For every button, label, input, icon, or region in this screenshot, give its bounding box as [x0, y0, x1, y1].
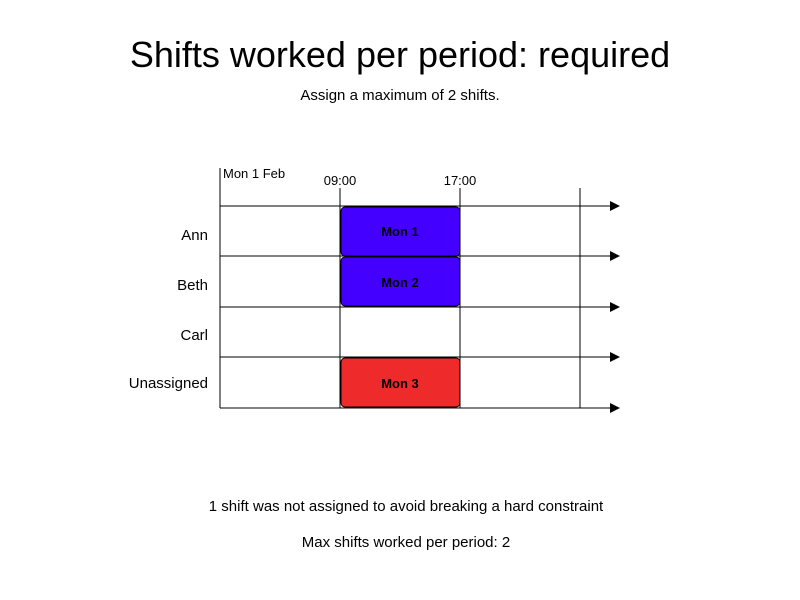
unassigned-note: 1 shift was not assigned to avoid breaki…: [208, 498, 604, 515]
diagram-subtitle: Assign a maximum of 2 shifts.: [300, 87, 500, 104]
max-shifts-note: Max shifts worked per period: 2: [301, 534, 511, 551]
diagram-title: Shifts worked per period: required: [129, 34, 671, 75]
time-label-start: 09:00: [324, 173, 357, 188]
shift-label-mon-1: Mon 1: [381, 224, 419, 239]
shift-block-mon-1: [340, 206, 461, 257]
shift-label-mon-3: Mon 3: [381, 376, 419, 391]
shift-label-mon-2: Mon 2: [381, 275, 419, 290]
date-label: Mon 1 Feb: [223, 166, 285, 181]
time-label-end: 17:00: [444, 173, 477, 188]
shift-mon-2[interactable]: Mon 2: [340, 256, 461, 307]
row-label-beth: Beth: [177, 277, 208, 294]
row-label-ann: Ann: [181, 227, 208, 244]
shift-block-mon-2: [340, 256, 461, 307]
shift-mon-1[interactable]: Mon 1: [340, 206, 461, 257]
shift-block-mon-3: [340, 357, 461, 408]
shift-mon-3[interactable]: Mon 3: [340, 357, 461, 408]
row-label-unassigned: Unassigned: [129, 375, 208, 392]
row-label-carl: Carl: [180, 327, 208, 344]
